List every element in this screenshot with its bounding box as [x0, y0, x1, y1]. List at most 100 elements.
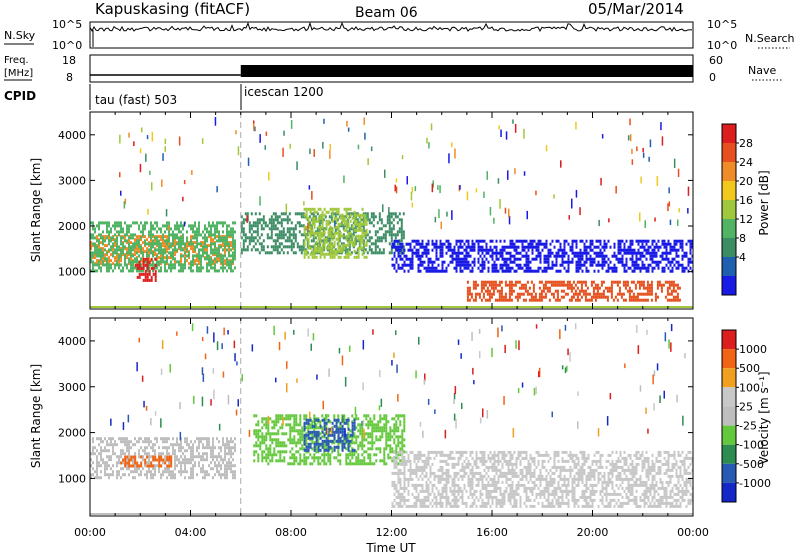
- data-cell: [96, 248, 98, 252]
- data-cell: [594, 295, 597, 299]
- data-cell: [674, 298, 677, 302]
- data-cell: [170, 233, 172, 237]
- data-cell: [645, 251, 648, 255]
- data-cell: [605, 254, 608, 258]
- data-cell: [294, 251, 297, 255]
- data-cell: [375, 453, 378, 457]
- data-cell: [381, 426, 384, 430]
- data-cell: [178, 230, 180, 234]
- data-cell: [266, 251, 269, 255]
- data-cell: [646, 283, 649, 287]
- data-cell: [576, 298, 579, 302]
- data-cell: [102, 242, 104, 246]
- data-cell: [365, 423, 368, 427]
- data-cell: [359, 213, 362, 217]
- data-cell: [345, 456, 348, 460]
- data-cell: [510, 292, 513, 296]
- data-cell: [585, 260, 588, 264]
- data-cell: [150, 248, 152, 252]
- data-cell: [277, 432, 280, 436]
- data-cell: [640, 292, 643, 296]
- data-cell: [92, 263, 94, 267]
- data-cell: [490, 286, 493, 290]
- sparse-echo: [428, 142, 430, 149]
- data-cell: [162, 257, 164, 261]
- data-cell: [98, 221, 100, 225]
- data-cell: [537, 254, 540, 258]
- data-cell: [257, 456, 260, 460]
- data-cell: [589, 254, 592, 258]
- data-cell: [537, 239, 540, 243]
- data-cell: [142, 230, 144, 234]
- data-cell: [577, 254, 580, 258]
- data-cell: [276, 221, 279, 225]
- data-cell: [559, 254, 562, 258]
- data-cell: [427, 269, 430, 273]
- data-cell: [639, 254, 642, 258]
- data-cell: [134, 470, 136, 474]
- data-cell: [513, 248, 516, 252]
- data-cell: [257, 429, 260, 433]
- data-cell: [353, 216, 356, 220]
- data-cell: [204, 227, 206, 231]
- data-cell: [200, 437, 202, 441]
- data-cell: [136, 461, 139, 465]
- sparse-echo: [639, 212, 641, 222]
- data-cell: [182, 236, 184, 240]
- data-cell: [146, 470, 148, 474]
- data-cell: [589, 263, 592, 267]
- data-cell: [329, 252, 332, 256]
- data-cell: [106, 440, 108, 444]
- data-cell: [379, 435, 382, 439]
- data-cell: [288, 218, 291, 222]
- data-cell: [305, 414, 308, 418]
- data-cell: [126, 251, 128, 255]
- colorbar-swatch: [722, 200, 736, 219]
- data-cell: [675, 266, 678, 270]
- data-cell: [377, 423, 380, 427]
- data-cell: [668, 298, 671, 302]
- data-cell: [516, 292, 519, 296]
- data-cell: [403, 248, 406, 252]
- data-cell: [170, 269, 172, 273]
- data-cell: [126, 263, 128, 267]
- data-cell: [174, 241, 176, 245]
- data-cell: [124, 263, 126, 267]
- data-cell: [342, 236, 345, 240]
- data-cell: [529, 269, 532, 273]
- data-cell: [635, 263, 638, 267]
- data-cell: [196, 239, 198, 243]
- data-cell: [317, 462, 320, 466]
- data-cell: [339, 453, 342, 457]
- data-cell: [92, 260, 94, 264]
- data-cell: [485, 257, 488, 261]
- data-cell: [433, 245, 436, 249]
- data-cell: [283, 432, 286, 436]
- data-cell: [397, 462, 400, 466]
- data-cell: [212, 449, 214, 453]
- data-cell: [168, 467, 170, 471]
- data-cell: [142, 263, 145, 267]
- data-cell: [348, 227, 351, 231]
- data-cell: [632, 298, 635, 302]
- data-cell: [180, 473, 182, 477]
- data-cell: [465, 239, 468, 243]
- data-cell: [337, 222, 340, 226]
- data-cell: [100, 464, 102, 468]
- data-cell: [288, 245, 291, 249]
- data-cell: [202, 470, 204, 474]
- data-cell: [98, 244, 100, 248]
- data-cell: [477, 260, 480, 264]
- data-cell: [275, 423, 278, 427]
- data-cell: [174, 263, 176, 267]
- data-cell: [295, 429, 298, 433]
- data-cell: [182, 233, 184, 237]
- data-cell: [649, 251, 652, 255]
- data-cell: [363, 462, 366, 466]
- data-cell: [529, 260, 532, 264]
- data-cell: [617, 251, 620, 255]
- data-cell: [299, 462, 302, 466]
- data-cell: [390, 221, 393, 225]
- data-cell: [110, 437, 112, 441]
- data-cell: [369, 441, 372, 445]
